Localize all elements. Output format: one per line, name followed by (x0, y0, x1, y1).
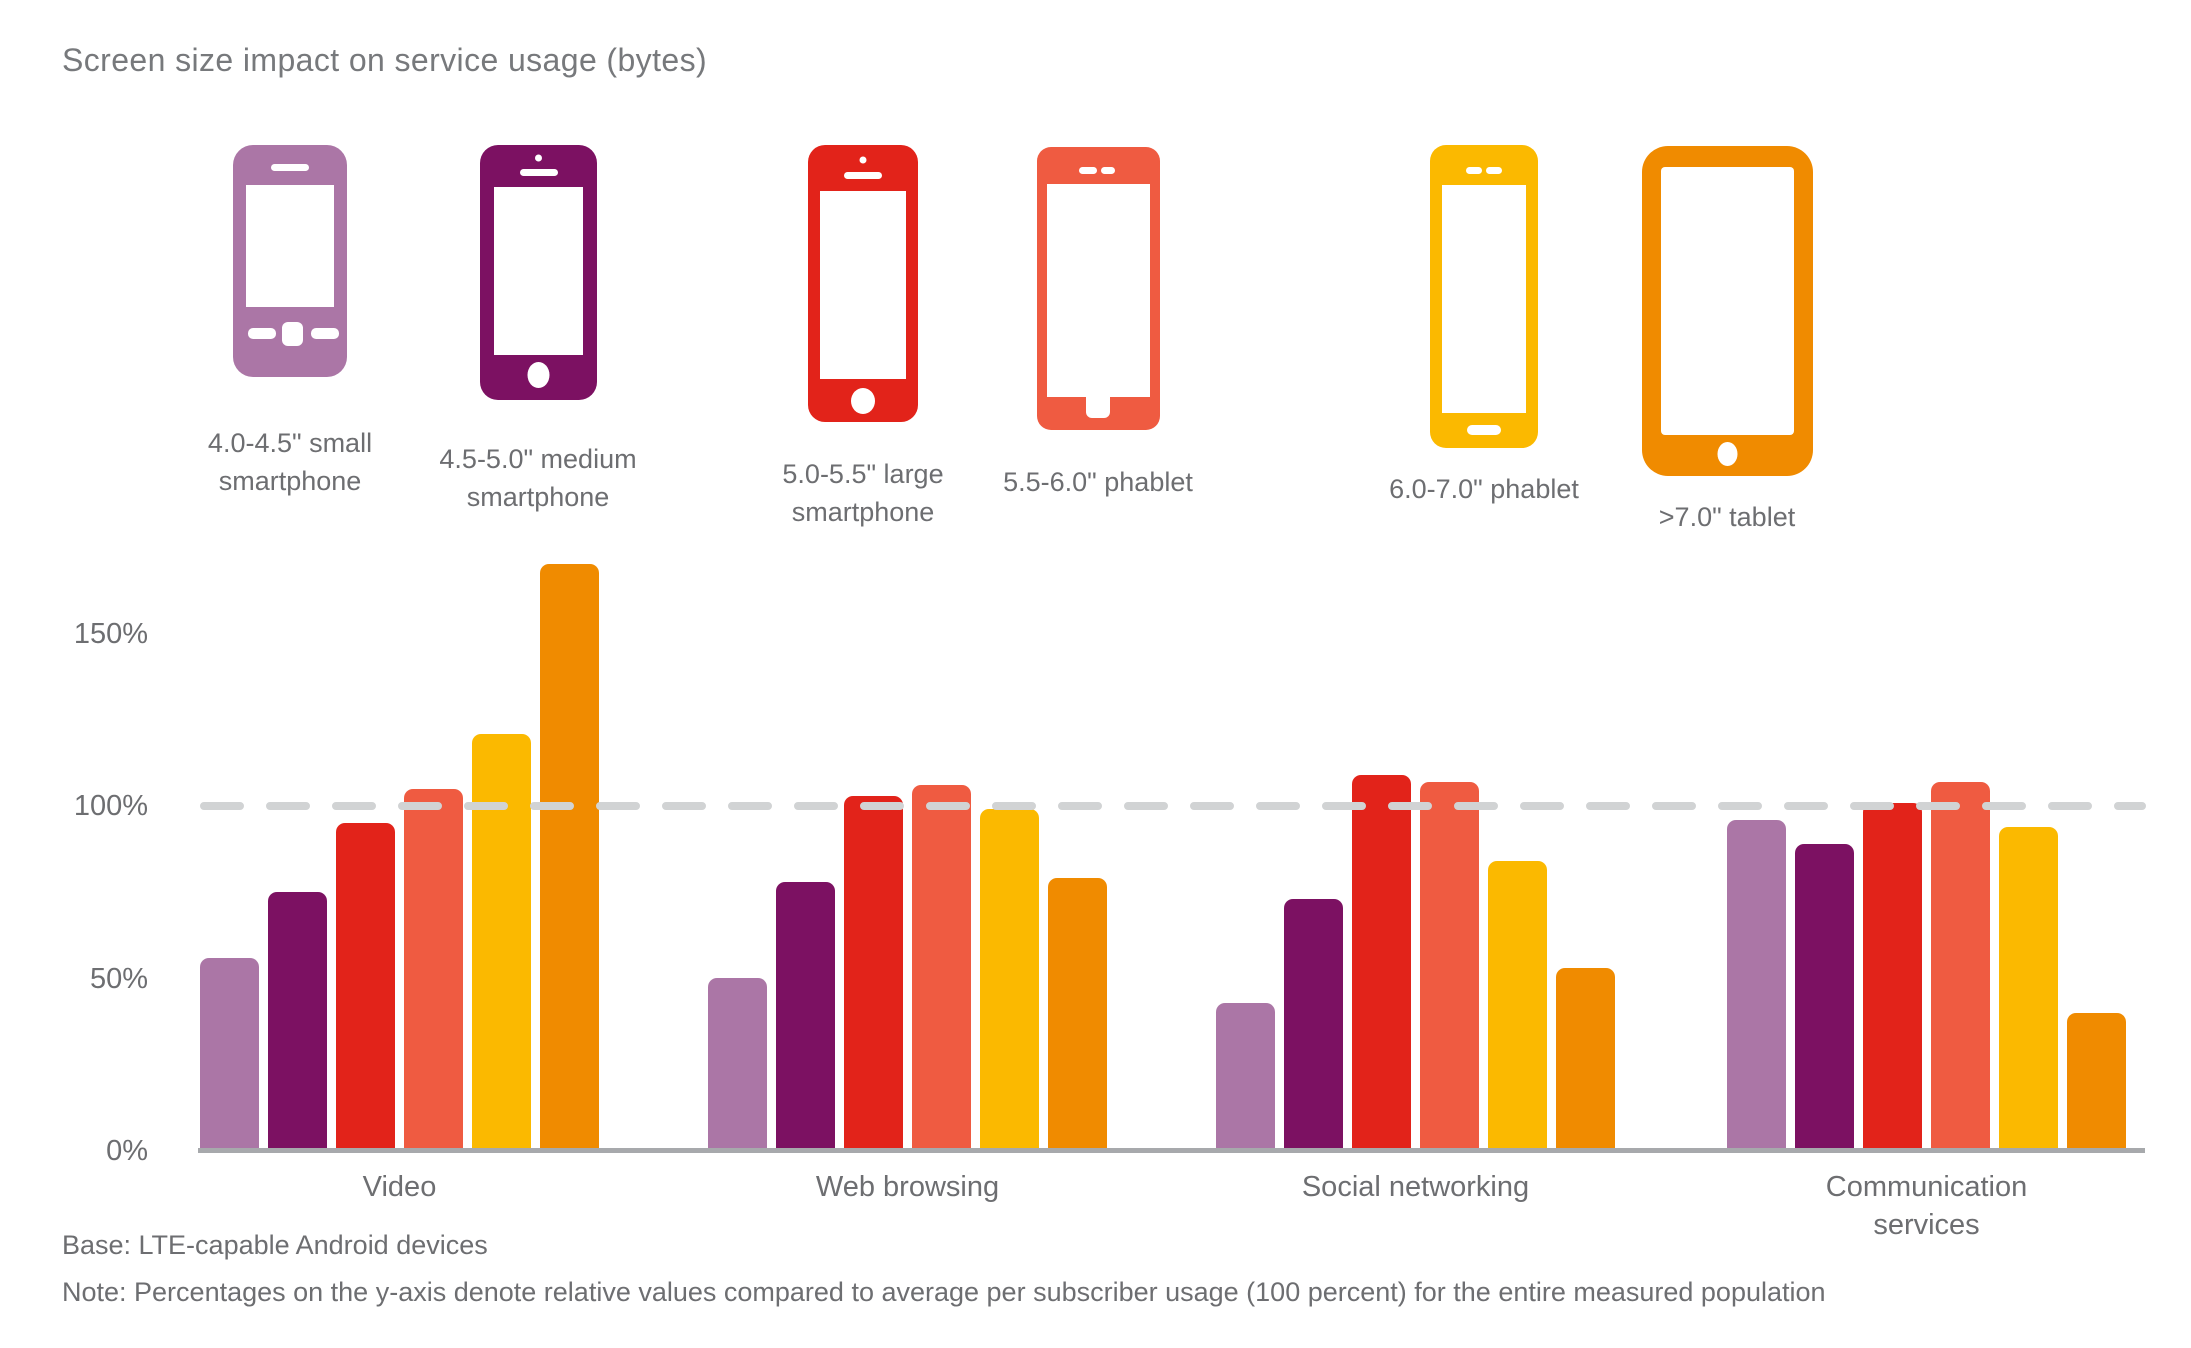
bar-0-4 (472, 734, 531, 1151)
bar-2-3 (1420, 782, 1479, 1151)
large-phablet-icon (1430, 145, 1538, 448)
small-smartphone-icon (233, 145, 347, 377)
bar-0-1 (268, 892, 327, 1151)
legend-label-tablet: >7.0" tablet (1658, 502, 1796, 532)
y-tick-label: 100% (73, 790, 148, 822)
bar-2-4 (1488, 861, 1547, 1151)
bar-1-2 (844, 796, 903, 1151)
x-axis-line (198, 1148, 2145, 1153)
large-smartphone-icon (808, 145, 918, 422)
legend-label-small-smartphone: 4.0-4.5" small smartphone (207, 428, 373, 496)
footnote-base: Base: LTE-capable Android devices (62, 1230, 488, 1260)
bar-3-4 (1999, 827, 2058, 1151)
bar-2-1 (1284, 899, 1343, 1151)
bar-1-1 (776, 882, 835, 1151)
bar-3-0 (1727, 820, 1786, 1151)
medium-smartphone-icon (480, 145, 597, 400)
bar-0-5 (540, 564, 599, 1151)
bar-1-5 (1048, 878, 1107, 1151)
page-title: Screen size impact on service usage (byt… (62, 42, 708, 78)
bar-1-4 (980, 809, 1039, 1151)
bar-1-3 (912, 785, 971, 1151)
bar-3-3 (1931, 782, 1990, 1151)
legend-label-large-phablet: 6.0-7.0" phablet (1389, 474, 1579, 504)
bar-2-0 (1216, 1003, 1275, 1151)
x-category-label: Web browsing (815, 1171, 1000, 1203)
bar-0-3 (404, 789, 463, 1151)
bar-3-1 (1795, 844, 1854, 1151)
bar-1-0 (708, 978, 767, 1151)
x-category-label: Video (362, 1171, 437, 1203)
footnote-note: Note: Percentages on the y-axis denote r… (62, 1277, 1826, 1307)
bar-0-0 (200, 958, 259, 1151)
x-category-label: Communication services (1825, 1171, 2028, 1241)
bar-3-5 (2067, 1013, 2126, 1151)
legend-label-small-phablet: 5.5-6.0" phablet (1003, 467, 1193, 497)
legend-label-medium-smartphone: 4.5-5.0" medium smartphone (439, 444, 637, 512)
small-phablet-icon (1037, 147, 1160, 430)
reference-line-100pct (200, 802, 2146, 810)
bar-2-2 (1352, 775, 1411, 1151)
tablet-icon (1642, 146, 1813, 476)
y-tick-label: 150% (73, 617, 148, 650)
legend-label-large-smartphone: 5.0-5.5" large smartphone (782, 459, 944, 527)
x-category-label: Social networking (1301, 1171, 1530, 1203)
bar-0-2 (336, 823, 395, 1151)
bar-3-2 (1863, 803, 1922, 1151)
y-tick-label: 0% (106, 1135, 148, 1167)
bar-2-5 (1556, 968, 1615, 1151)
y-tick-label: 50% (89, 962, 148, 995)
